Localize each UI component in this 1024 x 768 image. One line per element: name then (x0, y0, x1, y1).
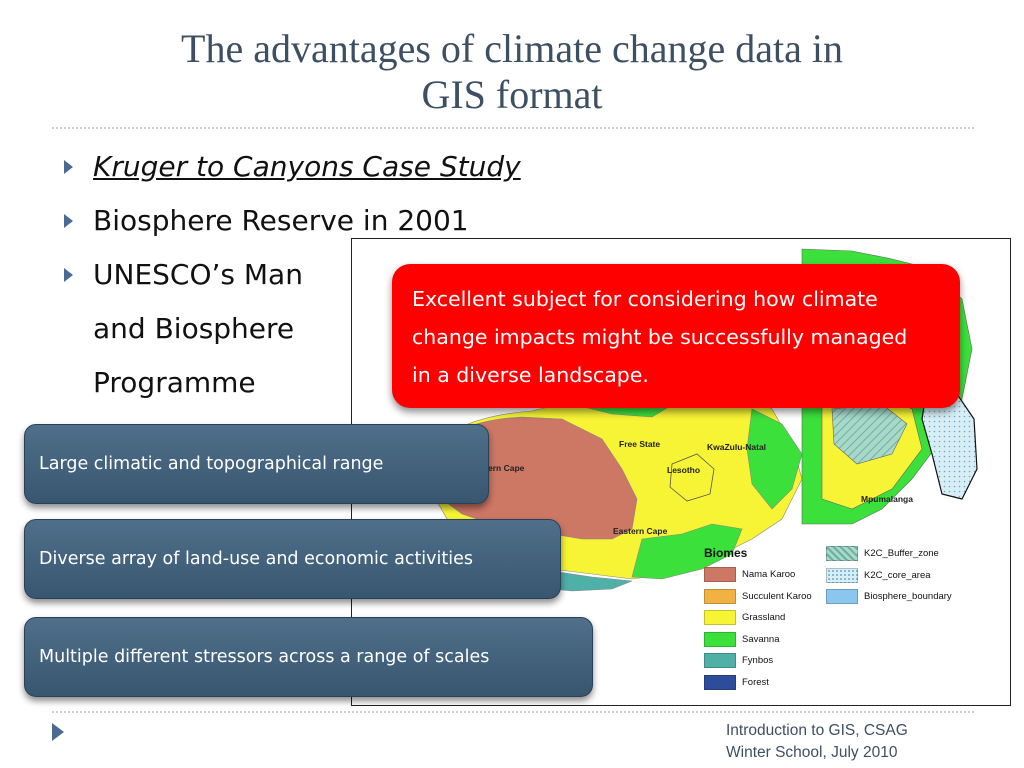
province-label-free-state: Free State (619, 439, 661, 449)
callout-line: in a diverse landscape. (412, 363, 649, 387)
callout-line: change impacts might be successfully man… (412, 325, 908, 349)
legend-item: Savanna (704, 631, 780, 647)
legend-item: Fynbos (704, 653, 773, 668)
footer-text: Introduction to GIS, CSAG Winter School,… (726, 720, 908, 764)
bullet-arrow-icon (64, 268, 73, 282)
title-divider (52, 127, 974, 129)
legend-title: Biomes (704, 546, 748, 560)
province-label-kwazulu-natal: KwaZulu-Natal (707, 442, 767, 452)
province-label-eastern-cape: Eastern Cape (613, 526, 668, 536)
bullet-item: UNESCO’s Man and Biosphere Programme (64, 248, 534, 410)
legend-swatch (704, 674, 736, 690)
legend-item: K2C_core_area (826, 567, 931, 583)
footer-line: Introduction to GIS, CSAG (726, 722, 908, 739)
highlight-box-land-use: Diverse array of land-use and economic a… (24, 519, 561, 599)
legend-label: Forest (742, 676, 769, 688)
bullet-arrow-icon (64, 160, 73, 174)
highlight-box-text: Large climatic and topographical range (39, 454, 384, 474)
legend-item: K2C_Buffer_zone (826, 546, 939, 561)
bullet-item: Kruger to Canyons Case Study (64, 140, 534, 194)
bullet-text: and Biosphere (93, 312, 295, 345)
legend-label: Fynbos (742, 655, 774, 667)
bullet-text: UNESCO’s Man (93, 258, 303, 291)
legend-swatch (826, 546, 858, 561)
province-label-mpumalanga: Mpumalanga (861, 494, 913, 504)
legend-swatch (704, 588, 736, 604)
legend-swatch (704, 653, 736, 668)
legend-swatch (704, 631, 736, 647)
highlight-box-stressors: Multiple different stressors across a ra… (24, 617, 593, 697)
legend-item: Forest (704, 674, 769, 690)
legend-swatch (704, 567, 736, 582)
province-label-northern-cape: thern Cape (480, 463, 525, 473)
legend-item: Nama Karoo (704, 567, 795, 582)
bullet-text: Programme (93, 366, 256, 399)
highlight-box-climatic-range: Large climatic and topographical range (24, 424, 489, 504)
legend-label: Succulent Karoo (742, 590, 812, 602)
footer-line: Winter School, July 2010 (726, 744, 898, 761)
bullet-item: Biosphere Reserve in 2001 (64, 194, 534, 248)
legend-swatch (826, 567, 858, 583)
legend-label: K2C_core_area (864, 569, 931, 581)
bullet-arrow-icon (64, 214, 73, 228)
legend-item: Succulent Karoo (704, 588, 812, 604)
legend-swatch (704, 610, 736, 625)
title-line-1: The advantages of climate change data in (181, 26, 843, 71)
title-line-2: GIS format (421, 72, 603, 117)
legend-label: Biosphere_boundary (864, 591, 952, 603)
callout-line: Excellent subject for considering how cl… (412, 287, 878, 311)
legend-item: Grassland (704, 610, 785, 625)
footer-divider (52, 711, 974, 713)
province-label-lesotho: Lesotho (667, 465, 701, 475)
highlight-box-text: Diverse array of land-use and economic a… (39, 549, 473, 569)
legend-label: Nama Karoo (742, 569, 796, 581)
highlight-box-text: Multiple different stressors across a ra… (39, 647, 490, 667)
bullet-list: Kruger to Canyons Case Study Biosphere R… (64, 140, 534, 410)
slide-title: The advantages of climate change data in… (60, 26, 964, 118)
legend-label: K2C_Buffer_zone (864, 548, 939, 560)
callout-box: Excellent subject for considering how cl… (392, 264, 960, 408)
footer-arrow-icon (52, 723, 64, 741)
legend-label: Grassland (742, 612, 786, 624)
case-study-link[interactable]: Kruger to Canyons Case Study (93, 150, 521, 183)
legend-swatch (826, 589, 858, 604)
legend-item: Biosphere_boundary (826, 589, 952, 604)
legend-label: Savanna (742, 633, 780, 645)
bullet-text: Biosphere Reserve in 2001 (93, 204, 469, 237)
